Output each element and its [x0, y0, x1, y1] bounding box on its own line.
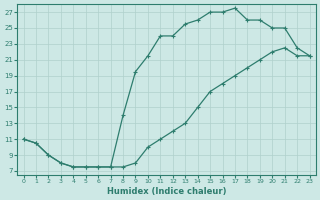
X-axis label: Humidex (Indice chaleur): Humidex (Indice chaleur)	[107, 187, 226, 196]
